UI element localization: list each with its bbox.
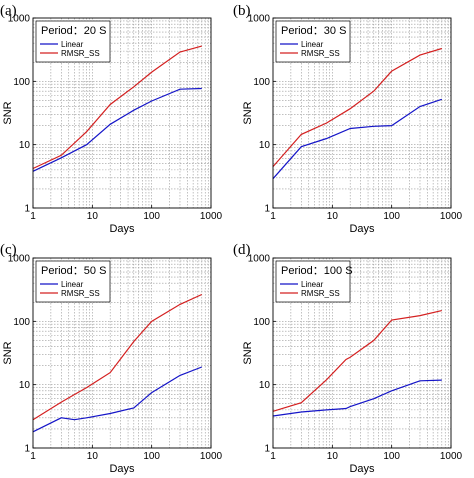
y-tick-label: 100	[13, 77, 30, 88]
y-tick-label: 1	[24, 204, 30, 215]
legend-box	[35, 20, 111, 63]
panel-title: Period：30 S	[281, 25, 346, 37]
series-line-linear	[272, 98, 442, 180]
x-tick-label: 1	[30, 451, 36, 462]
y-tick-label: 1	[264, 444, 270, 455]
legend-entry: RMSR_SS	[301, 289, 340, 298]
y-axis-label: SNR	[242, 341, 254, 364]
x-tick-label: 100	[143, 211, 160, 222]
y-tick-label: 10	[259, 140, 271, 151]
y-tick-label: 1	[24, 444, 30, 455]
grid	[273, 258, 451, 448]
x-tick-label: 1000	[440, 211, 463, 222]
panel-title: Period：20 S	[41, 25, 106, 37]
x-axis-label: Days	[109, 463, 135, 475]
panel-2: 1 10 100 1000 1 10 100 1000 Days SNR Period：30 S Li…	[233, 3, 463, 235]
x-tick-label: 100	[143, 451, 160, 462]
y-tick-label: 10	[19, 140, 31, 151]
panel-label: (c)	[0, 242, 17, 258]
panel-label: (a)	[0, 3, 17, 19]
x-tick-label: 1000	[200, 211, 223, 222]
panel-3: 1 10 100 1000 1 10 100 1000 Days SNR Period：50 S Li…	[0, 242, 223, 475]
panel-title: Period：50 S	[41, 265, 106, 277]
grid	[33, 258, 211, 448]
legend-entry: RMSR_SS	[61, 289, 100, 298]
y-tick-label: 10	[259, 380, 271, 391]
series-line-rmsr-ss	[32, 293, 203, 421]
x-axis-label: Days	[349, 463, 375, 475]
panel-label: (b)	[233, 3, 251, 19]
y-tick-label: 1	[264, 204, 270, 215]
x-tick-label: 1000	[200, 451, 223, 462]
legend-entry: Linear	[301, 40, 324, 49]
series-line-rmsr-ss	[272, 47, 442, 167]
x-tick-label: 1	[270, 451, 276, 462]
y-tick-label: 100	[253, 77, 270, 88]
plot-frame	[272, 257, 452, 449]
y-tick-label: 100	[13, 317, 30, 328]
y-axis-label: SNR	[2, 101, 14, 124]
x-tick-label: 1000	[440, 451, 463, 462]
y-tick-label: 1000	[248, 14, 271, 25]
x-axis-label: Days	[109, 223, 135, 235]
panel-title: Period：100 S	[281, 265, 353, 277]
plot-frame	[32, 17, 212, 209]
x-axis-label: Days	[349, 223, 375, 235]
legend-entry: RMSR_SS	[61, 49, 100, 58]
plot-frame	[272, 17, 452, 209]
x-tick-label: 10	[87, 451, 99, 462]
legend-entry: Linear	[61, 280, 84, 289]
panel-1: 1 10 100 1000 1 10 100 1000 Days SNR Period：20 S Li…	[0, 3, 223, 235]
x-tick-label: 10	[87, 211, 99, 222]
y-axis-label: SNR	[242, 101, 254, 124]
panel-label: (d)	[233, 242, 251, 258]
legend-box	[35, 260, 111, 303]
series-line-linear	[272, 379, 442, 417]
y-tick-label: 100	[253, 317, 270, 328]
series-line-linear	[32, 87, 202, 172]
legend-box	[275, 20, 351, 63]
legend-entry: Linear	[301, 280, 324, 289]
legend-box	[275, 260, 351, 303]
x-tick-label: 1	[30, 211, 36, 222]
y-tick-label: 1000	[8, 254, 31, 265]
x-tick-label: 10	[327, 451, 339, 462]
y-tick-label: 10	[19, 380, 31, 391]
grid	[33, 18, 211, 208]
x-tick-label: 10	[327, 211, 339, 222]
series-line-rmsr-ss	[32, 45, 202, 170]
series-line-rmsr-ss	[272, 310, 442, 412]
x-tick-label: 100	[383, 211, 400, 222]
x-tick-label: 1	[270, 211, 276, 222]
series-line-linear	[32, 366, 203, 433]
x-tick-label: 100	[383, 451, 400, 462]
y-axis-label: SNR	[2, 341, 14, 364]
legend-entry: Linear	[61, 40, 84, 49]
y-tick-label: 1000	[248, 254, 271, 265]
y-tick-label: 1000	[8, 14, 31, 25]
panel-4: 1 10 100 1000 1 10 100 1000 Days SNR Period：100 S L…	[233, 242, 463, 475]
legend-entry: RMSR_SS	[301, 49, 340, 58]
plot-frame	[32, 257, 212, 449]
